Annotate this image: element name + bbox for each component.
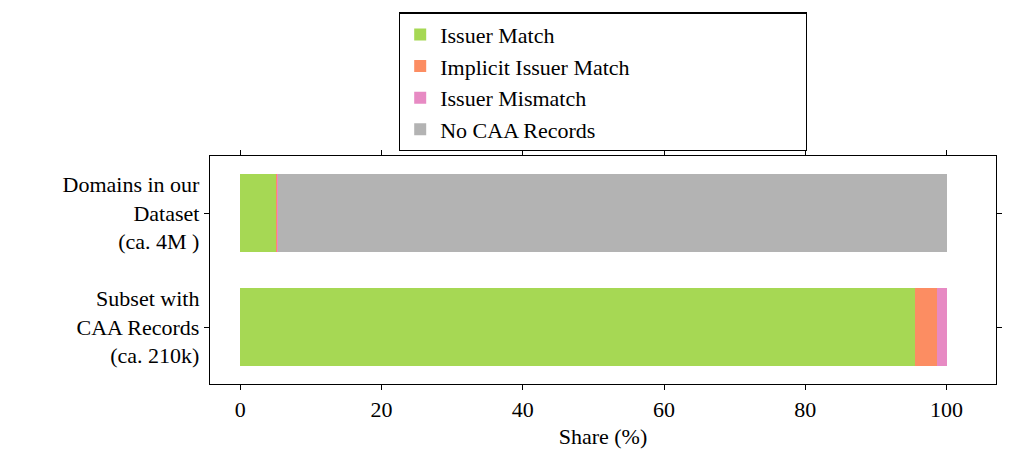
- svg-text:Domains in ourDataset(ca. 4M ): Domains in ourDataset(ca. 4M ): [63, 172, 201, 254]
- svg-text:40: 40: [512, 397, 534, 422]
- svg-text:80: 80: [794, 397, 816, 422]
- svg-text:Subset withCAA Records(ca. 210: Subset withCAA Records(ca. 210k): [77, 286, 200, 368]
- svg-text:60: 60: [653, 397, 675, 422]
- svg-text:Issuer Mismatch: Issuer Mismatch: [440, 86, 586, 111]
- svg-text:Implicit Issuer Match: Implicit Issuer Match: [440, 55, 629, 80]
- svg-text:100: 100: [930, 397, 963, 422]
- svg-text:No CAA Records: No CAA Records: [440, 118, 595, 143]
- svg-text:0: 0: [235, 397, 246, 422]
- svg-text:Share (%): Share (%): [559, 424, 648, 449]
- svg-text:Issuer Match: Issuer Match: [440, 23, 554, 48]
- svg-text:20: 20: [371, 397, 393, 422]
